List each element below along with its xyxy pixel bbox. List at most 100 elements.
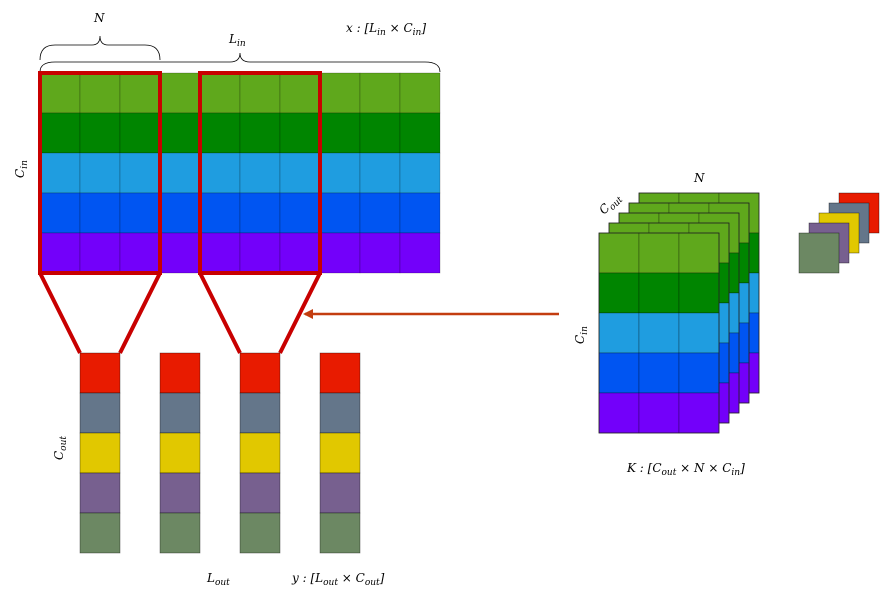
output-cell — [319, 392, 361, 434]
output-cell — [159, 512, 201, 554]
input-cell — [319, 72, 361, 114]
kernel-cell — [598, 352, 640, 394]
output-cell — [79, 352, 121, 394]
input-cell — [119, 152, 161, 194]
kernel-cell — [638, 272, 680, 314]
input-cell — [159, 72, 201, 114]
output-cell — [319, 512, 361, 554]
kernel-cell — [678, 272, 720, 314]
output-cell — [79, 432, 121, 474]
kernel-width-label: N — [693, 171, 705, 185]
input-cell — [199, 152, 241, 194]
input-cell — [39, 112, 81, 154]
input-cell — [279, 72, 321, 114]
output-cell — [159, 352, 201, 394]
input-cell — [319, 152, 361, 194]
funnel-line — [198, 272, 242, 354]
input-cell — [279, 232, 321, 274]
kernel-cell — [678, 232, 720, 274]
output-cell — [79, 512, 121, 554]
output-cell — [159, 472, 201, 514]
input-cell — [279, 152, 321, 194]
kernel-shape-label: K : [Cout × N × Cin] — [626, 461, 745, 478]
output-tensor-columns — [79, 352, 361, 554]
output-cell — [239, 512, 281, 554]
kernel-slice — [598, 232, 720, 434]
output-channel-key — [798, 192, 880, 274]
funnel-line — [38, 272, 82, 354]
input-tensor-grid — [39, 72, 441, 274]
receptive-field-box-2 — [198, 71, 322, 275]
input-cell — [199, 192, 241, 234]
kernel-cell — [598, 392, 640, 434]
input-cell — [39, 152, 81, 194]
input-cell — [359, 232, 401, 274]
kernel-cell — [638, 312, 680, 354]
key-square — [798, 232, 840, 274]
output-cell — [319, 432, 361, 474]
input-cell — [359, 192, 401, 234]
input-cell — [279, 192, 321, 234]
output-channels-label: Cout — [52, 436, 69, 460]
kernel-cell — [678, 312, 720, 354]
input-cell — [119, 192, 161, 234]
kernel-in-channels-label: Cin — [573, 326, 590, 344]
input-length-brace — [39, 52, 441, 73]
input-cell — [239, 72, 281, 114]
input-cell — [359, 112, 401, 154]
input-cell — [279, 112, 321, 154]
funnel-line — [118, 272, 162, 354]
output-cell — [79, 472, 121, 514]
input-channels-label: Cin — [13, 160, 30, 178]
input-shape-label: x : [Lin × Cin] — [346, 21, 426, 38]
input-cell — [359, 152, 401, 194]
receptive-field-box-1 — [38, 71, 162, 275]
input-cell — [319, 112, 361, 154]
input-cell — [399, 72, 441, 114]
input-cell — [79, 192, 121, 234]
input-cell — [239, 192, 281, 234]
kernel-cell — [638, 232, 680, 274]
input-cell — [319, 232, 361, 274]
input-cell — [159, 232, 201, 274]
input-cell — [159, 192, 201, 234]
kernel-cell — [678, 392, 720, 434]
input-cell — [39, 232, 81, 274]
kernel-cell — [638, 352, 680, 394]
kernel-cell — [598, 272, 640, 314]
kernel-size-label: N — [93, 11, 105, 25]
input-cell — [79, 72, 121, 114]
output-cell — [319, 472, 361, 514]
kernel-cell — [678, 352, 720, 394]
input-cell — [359, 72, 401, 114]
input-cell — [199, 112, 241, 154]
kernel-stack — [598, 192, 760, 434]
input-cell — [39, 72, 81, 114]
input-cell — [39, 192, 81, 234]
input-cell — [79, 152, 121, 194]
input-cell — [199, 72, 241, 114]
kernel-cell — [638, 392, 680, 434]
input-cell — [119, 112, 161, 154]
output-cell — [239, 432, 281, 474]
input-cell — [319, 192, 361, 234]
input-cell — [199, 232, 241, 274]
input-length-label: Lin — [228, 32, 246, 49]
kernel-width-brace — [39, 35, 161, 61]
output-cell — [79, 392, 121, 434]
input-cell — [399, 152, 441, 194]
input-cell — [119, 72, 161, 114]
kernel-cell — [598, 312, 640, 354]
input-cell — [399, 232, 441, 274]
input-cell — [79, 112, 121, 154]
output-cell — [239, 472, 281, 514]
input-cell — [159, 112, 201, 154]
input-cell — [119, 232, 161, 274]
kernel-cell — [598, 232, 640, 274]
funnel-line — [278, 272, 322, 354]
input-cell — [239, 232, 281, 274]
input-cell — [399, 112, 441, 154]
input-cell — [79, 232, 121, 274]
input-cell — [239, 112, 281, 154]
